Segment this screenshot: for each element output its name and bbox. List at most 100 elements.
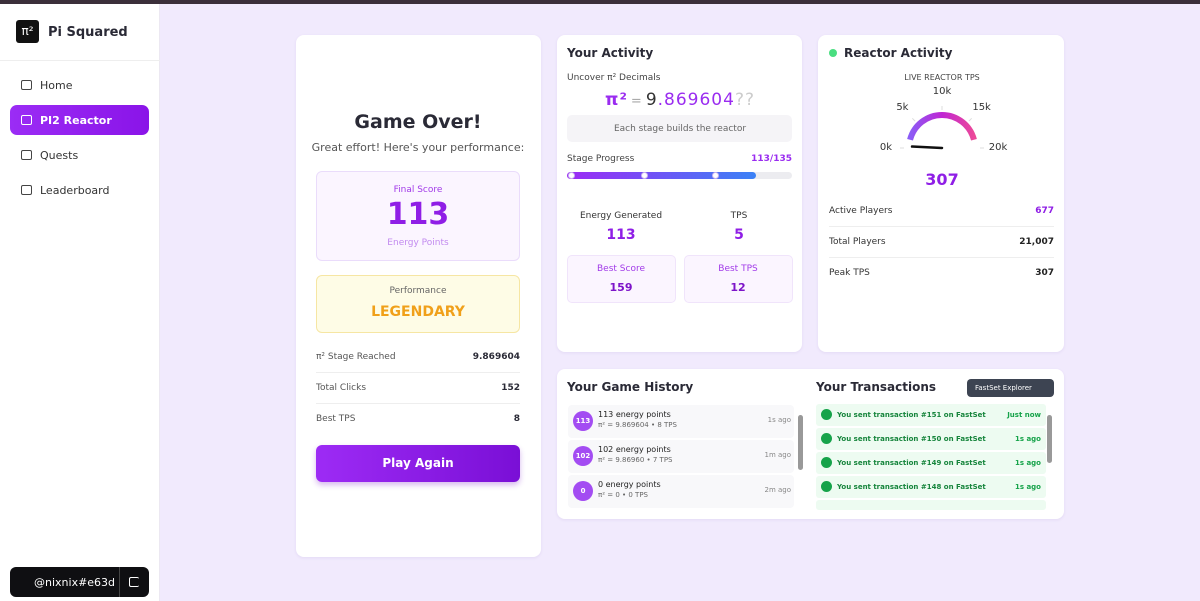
- button-label[interactable]: FastSet Explorer: [975, 383, 1032, 392]
- progress-dot: [641, 172, 648, 179]
- gauge-tick-label: 5k: [896, 102, 909, 114]
- gauge-label: LIVE REACTOR TPS: [904, 73, 980, 82]
- nav-active: [10, 105, 149, 135]
- progress-dot: [712, 172, 719, 179]
- score-box: [316, 171, 520, 261]
- top-bar: [0, 0, 1200, 4]
- divider: [0, 60, 160, 61]
- user-button[interactable]: [10, 567, 149, 597]
- tx-time: Just now: [1007, 410, 1041, 419]
- label: Energy Points: [387, 237, 449, 248]
- pi-value: π² = 9.869604??: [570, 88, 790, 113]
- progress-fill: [567, 172, 756, 179]
- badge: [573, 411, 593, 431]
- tx-text: You sent transaction #148 on FastSet: [837, 482, 986, 491]
- value: 12: [730, 280, 746, 294]
- subtitle: Great effort! Here's your performance:: [311, 140, 525, 154]
- history-detail: π² = 9.86960 • 7 TPS: [598, 455, 673, 464]
- progress-dot: [568, 172, 575, 179]
- label: Energy Generated: [579, 210, 663, 221]
- status-dot: [829, 49, 837, 57]
- nav-icon: [21, 115, 32, 125]
- label: Performance: [389, 285, 447, 296]
- stat-label: Active Players: [829, 205, 893, 216]
- scrollbar: [798, 415, 803, 470]
- history-detail: π² = 0 • 0 TPS: [598, 490, 648, 499]
- badge-label: 0: [580, 486, 586, 495]
- history-detail: π² = 9.869604 • 8 TPS: [598, 420, 677, 429]
- gauge-value: 307: [925, 170, 959, 189]
- card-title: Your Transactions: [816, 380, 937, 394]
- nav-icon: [21, 150, 32, 160]
- tx-text: You sent transaction #150 on FastSet: [837, 434, 986, 443]
- badge-label: 102: [575, 451, 591, 460]
- tx-icon: [821, 433, 832, 444]
- card-title: Your Activity: [567, 46, 654, 60]
- stat-value: 677: [1035, 205, 1054, 216]
- history-title: 113 energy points: [598, 410, 671, 419]
- history-title: 102 energy points: [598, 445, 671, 454]
- nav-item[interactable]: PI2 Reactor: [40, 113, 112, 127]
- best-box: [567, 255, 676, 303]
- performance-box: [316, 275, 520, 333]
- nav-item[interactable]: Home: [40, 78, 73, 92]
- value: 5: [734, 227, 744, 243]
- sidebar: [0, 4, 160, 601]
- value: 159: [609, 280, 633, 294]
- button-label[interactable]: Play Again: [382, 456, 454, 470]
- tx-time: 1s ago: [1014, 482, 1041, 491]
- pi-unknown: ??: [734, 89, 755, 110]
- card-title: Your Game History: [567, 380, 694, 394]
- label: Final Score: [393, 184, 443, 195]
- row-line: [829, 257, 1054, 258]
- tx-icon: [821, 457, 832, 468]
- gauge-tick-label: 15k: [972, 102, 991, 114]
- note-box: [567, 115, 792, 142]
- badge: [573, 481, 593, 501]
- row-line: [316, 403, 520, 404]
- final-score: 113: [386, 197, 450, 232]
- user-sep: [119, 567, 120, 597]
- history-title: 0 energy points: [598, 480, 661, 489]
- nav-item[interactable]: Leaderboard: [40, 183, 110, 197]
- play-again-button[interactable]: [316, 445, 520, 482]
- gauge-tick-label: 0k: [879, 142, 893, 153]
- row-line: [829, 226, 1054, 227]
- stat-value: 9.869604: [472, 351, 520, 362]
- pi-integer: 9: [645, 89, 658, 110]
- tx-icon: [821, 481, 832, 492]
- stat-label: Total Clicks: [316, 382, 367, 393]
- scrollbar: [1047, 415, 1052, 463]
- tx-time: 1s ago: [1014, 458, 1041, 467]
- label: TPS: [730, 210, 748, 221]
- tx-row: [816, 476, 1046, 498]
- performance: LEGENDARY: [371, 304, 465, 320]
- explorer-button[interactable]: [967, 379, 1054, 397]
- note: Each stage builds the reactor: [613, 123, 747, 134]
- value: 113: [606, 227, 636, 243]
- tx-row: [816, 500, 1046, 510]
- reactor-card: [818, 35, 1064, 352]
- stat-value: 8: [513, 413, 520, 424]
- badge: [573, 446, 593, 466]
- tx-text: You sent transaction #149 on FastSet: [837, 458, 986, 467]
- stat-label: Peak TPS: [829, 267, 870, 278]
- nav-icon: [21, 185, 32, 195]
- stat-value: 307: [1035, 267, 1054, 278]
- label: Stage Progress: [567, 153, 635, 164]
- label: Best Score: [597, 263, 645, 274]
- row-line: [316, 372, 520, 373]
- tx-text: You sent transaction #151 on FastSet: [837, 410, 986, 419]
- stat-value: 152: [501, 382, 520, 393]
- brand-name: Pi Squared: [48, 24, 128, 40]
- gauge-tick-label: 20k: [988, 142, 1008, 153]
- history-row: [568, 405, 794, 438]
- history-row: [568, 475, 794, 508]
- nav-item[interactable]: Quests: [40, 148, 79, 162]
- badge-label: 113: [575, 416, 591, 425]
- progress-text: 113/135: [751, 153, 792, 164]
- nav-icon: [21, 80, 32, 90]
- history-time: 2m ago: [764, 485, 791, 494]
- stat-label: π² Stage Reached: [316, 351, 396, 362]
